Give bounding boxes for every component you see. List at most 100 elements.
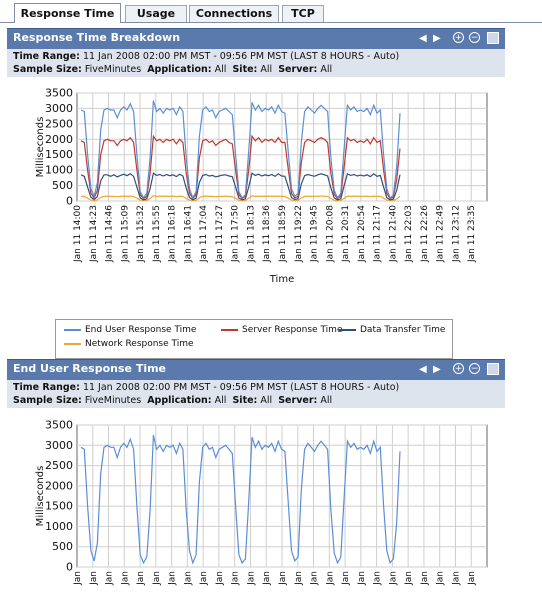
series-line (81, 195, 401, 202)
x-tick-label: Jan (373, 571, 383, 586)
chart-legend: End User Response Time Server Response T… (55, 319, 453, 359)
x-tick-label: Jan 11 18:13 (246, 205, 256, 263)
x-tick-label: Jan 11 15:09 (120, 205, 130, 263)
x-tick-label: Jan 11 23:12 (451, 205, 461, 263)
x-tick-label: Jan (294, 571, 304, 586)
x-tick-label: Jan (231, 571, 241, 586)
x-tick-label: Jan 11 20:54 (357, 205, 367, 263)
y-axis-label: Milliseconds (35, 466, 46, 527)
series-line (80, 100, 401, 200)
x-tick-label: Jan (183, 571, 193, 586)
x-tick-label: Jan 11 18:36 (262, 205, 272, 263)
site-value: All (260, 64, 273, 75)
zoom-out-icon[interactable]: − (469, 363, 480, 374)
x-axis-label: Time (269, 274, 294, 285)
server-value: All (320, 395, 333, 406)
prev-arrow-icon[interactable]: ◀ (419, 364, 427, 375)
x-tick-label: Jan (310, 571, 320, 586)
y-tick-label: 1500 (45, 148, 73, 161)
time-range-value: 11 Jan 2008 02:00 PM MST - 09:56 PM MST … (82, 382, 400, 393)
x-tick-label: Jan 11 22:49 (436, 205, 446, 263)
x-tick-label: Jan 11 18:59 (278, 205, 288, 263)
x-tick-label: Jan 11 20:31 (341, 205, 351, 263)
panel-header: End User Response Time ◀ ▶ + − (7, 359, 505, 380)
y-tick-label: 1500 (45, 500, 73, 513)
tab-response-time[interactable]: Response Time (14, 3, 121, 23)
panel-header: Response Time Breakdown ◀ ▶ + − (7, 28, 505, 49)
x-tick-label: Jan (357, 571, 367, 586)
x-tick-label: Jan (451, 571, 461, 586)
x-tick-label: Jan (404, 571, 414, 586)
legend-item-network: Network Response Time (64, 339, 194, 349)
x-tick-label: Jan 11 21:17 (373, 205, 383, 263)
y-tick-label: 1000 (45, 520, 73, 533)
x-tick-label: Jan (105, 571, 115, 586)
panel-title: End User Response Time (13, 362, 167, 375)
legend-item-end-user: End User Response Time (64, 325, 196, 335)
x-tick-label: Jan (262, 571, 272, 586)
x-tick-label: Jan (89, 571, 99, 586)
x-tick-label: Jan 11 16:18 (168, 205, 178, 263)
x-tick-label: Jan 11 15:32 (136, 205, 146, 263)
x-tick-label: Jan (436, 571, 446, 586)
time-range-label: Time Range: (13, 51, 80, 62)
server-value: All (320, 64, 333, 75)
next-arrow-icon[interactable]: ▶ (433, 364, 441, 375)
next-arrow-icon[interactable]: ▶ (433, 33, 441, 44)
x-tick-label: Jan (467, 571, 477, 586)
x-tick-label: Jan (136, 571, 146, 586)
panel-info: Time Range: 11 Jan 2008 02:00 PM MST - 0… (7, 380, 505, 408)
series-line (80, 172, 401, 201)
y-tick-label: 2500 (45, 459, 73, 472)
x-tick-label: Jan (341, 571, 351, 586)
y-tick-label: 0 (66, 561, 73, 574)
zoom-in-icon[interactable]: + (453, 363, 464, 374)
y-tick-label: 500 (52, 179, 73, 192)
zoom-in-icon[interactable]: + (453, 32, 464, 43)
time-range-label: Time Range: (13, 382, 80, 393)
application-label: Application: (147, 395, 212, 406)
x-tick-label: Jan 11 14:23 (89, 205, 99, 263)
x-tick-label: Jan 11 14:46 (105, 205, 115, 263)
application-value: All (214, 395, 227, 406)
tab-tcp[interactable]: TCP (282, 5, 324, 22)
x-tick-label: Jan (246, 571, 256, 586)
x-tick-label: Jan (152, 571, 162, 586)
zoom-out-icon[interactable]: − (469, 32, 480, 43)
tab-connections[interactable]: Connections (189, 5, 279, 22)
y-tick-label: 500 (52, 540, 73, 553)
x-tick-label: Jan 11 22:26 (420, 205, 430, 263)
site-label: Site: (232, 64, 258, 75)
y-tick-label: 3000 (45, 439, 73, 452)
response-time-breakdown-panel: Response Time Breakdown ◀ ▶ + − Time Ran… (7, 28, 505, 359)
sample-size-label: Sample Size: (13, 395, 82, 406)
y-tick-label: 2500 (45, 117, 73, 130)
x-tick-label: Jan 11 19:45 (310, 205, 320, 263)
x-tick-label: Jan 11 21:40 (388, 205, 398, 263)
legend-item-server: Server Response Time (221, 325, 343, 335)
x-tick-label: Jan (215, 571, 225, 586)
x-tick-label: Jan (73, 571, 83, 586)
x-tick-label: Jan (388, 571, 398, 586)
sample-size-label: Sample Size: (13, 64, 82, 75)
site-label: Site: (232, 395, 258, 406)
application-label: Application: (147, 64, 212, 75)
x-tick-label: Jan (325, 571, 335, 586)
end-user-response-chart: 0 500 1000 1500 2000 2500 3000 3500 Jan Jan Jan Jan… (35, 419, 488, 586)
application-value: All (214, 64, 227, 75)
y-tick-label: 0 (66, 195, 73, 208)
series-line (80, 134, 401, 200)
end-user-response-time-panel: End User Response Time ◀ ▶ + − Time Rang… (7, 359, 505, 600)
tab-usage[interactable]: Usage (125, 5, 187, 22)
x-tick-label: Jan 11 17:27 (215, 205, 225, 263)
prev-arrow-icon[interactable]: ◀ (419, 33, 427, 44)
y-tick-label: 1000 (45, 164, 73, 177)
export-icon[interactable] (487, 363, 499, 375)
export-icon[interactable] (487, 32, 499, 44)
server-label: Server: (278, 395, 318, 406)
response-time-chart: 0 500 1000 1500 2000 2500 3000 3500 Jan 11 14:00… (35, 87, 488, 285)
x-tick-label: Jan (278, 571, 288, 586)
x-tick-label: Jan 11 20:08 (325, 205, 335, 263)
x-tick-label: Jan 11 22:03 (404, 205, 414, 263)
x-tick-label: Jan (168, 571, 178, 586)
